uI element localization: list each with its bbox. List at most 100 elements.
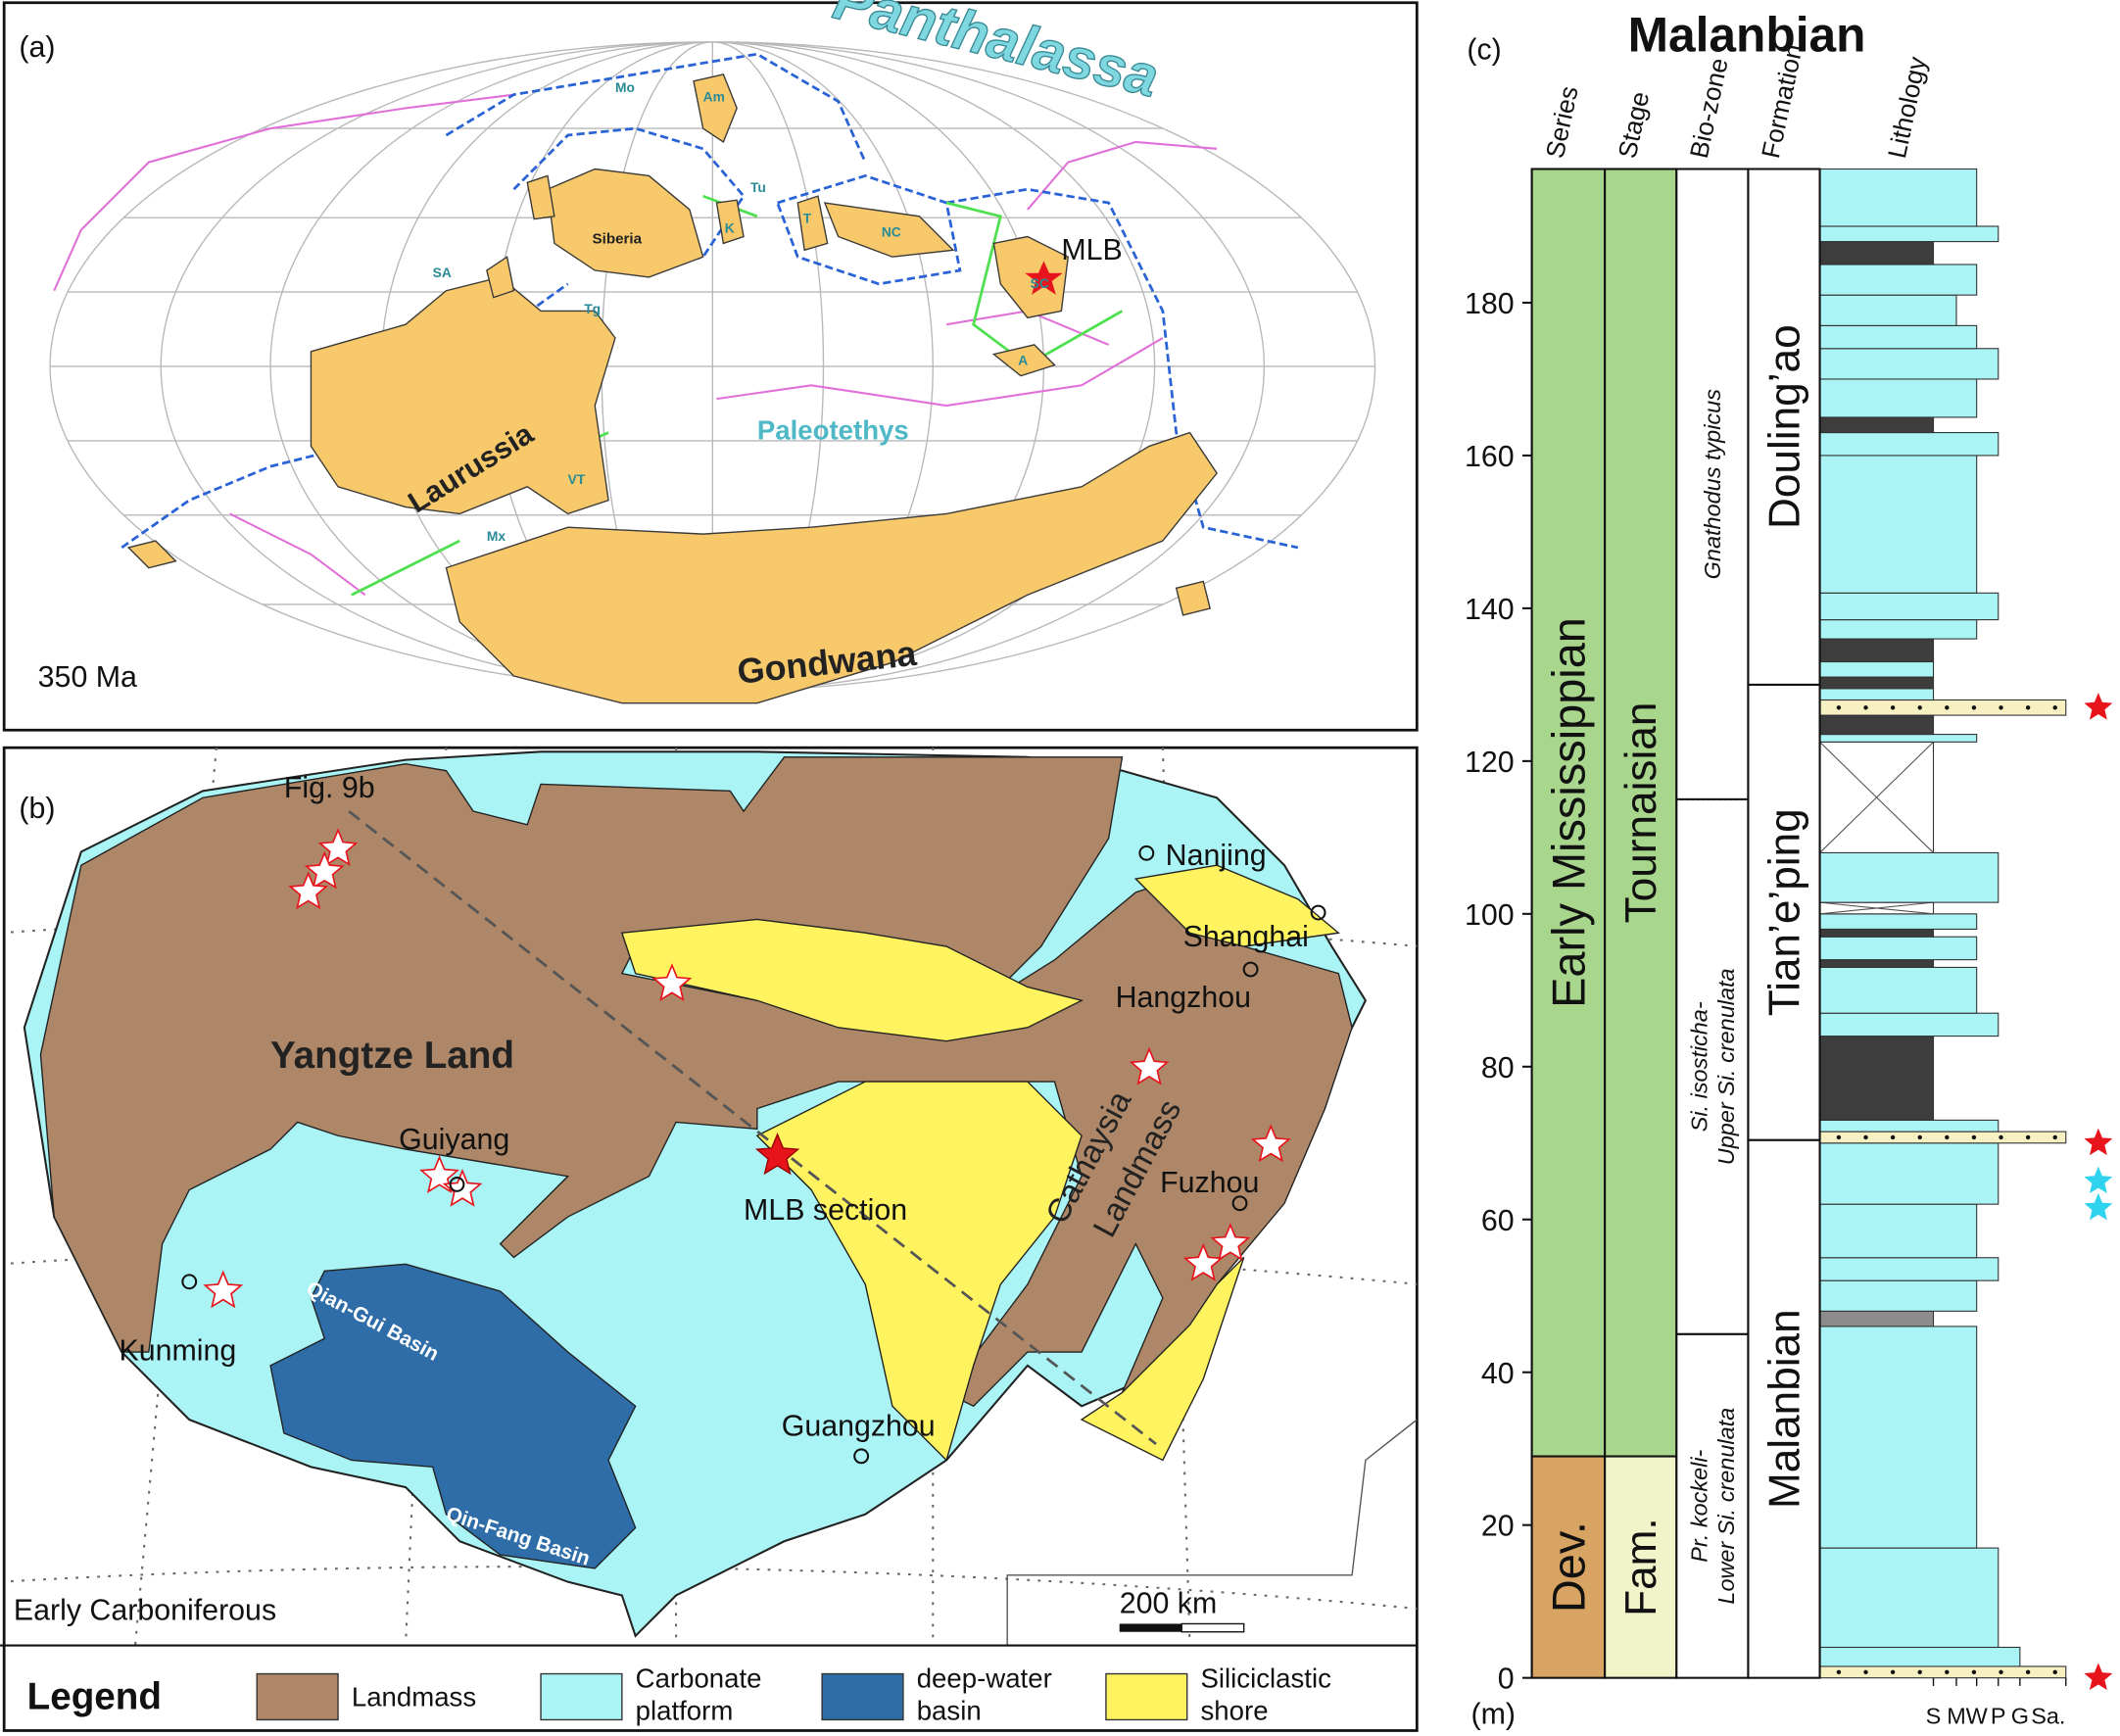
legend-label: deep-water	[917, 1663, 1052, 1693]
bed-pattern	[2025, 1134, 2031, 1140]
city-label: Guangzhou	[782, 1411, 936, 1443]
unit-label: Lower Si. crenulata	[1713, 1408, 1739, 1605]
continent	[445, 431, 1218, 704]
unit-label: Tournaisian	[1617, 702, 1665, 924]
locality-star	[651, 963, 693, 1002]
bed	[1819, 1119, 2000, 1133]
column-header: Series	[1540, 83, 1584, 161]
y-tick-label: 120	[1465, 747, 1515, 779]
continent	[310, 276, 616, 515]
bed-pattern	[1945, 705, 1950, 710]
column-header: Lithology	[1882, 53, 1932, 161]
region-label: Yangtze Land	[270, 1035, 514, 1077]
section-star	[754, 1133, 800, 1176]
bed	[1819, 936, 1978, 961]
boundary-line	[53, 93, 1218, 597]
bed	[1819, 676, 1935, 690]
y-tick-label: 140	[1465, 594, 1515, 626]
block-label: A	[1018, 354, 1028, 368]
city-label: Guiyang	[399, 1124, 509, 1156]
bed	[1819, 851, 2000, 903]
block-label: T	[803, 212, 812, 226]
legend-swatch	[540, 1672, 623, 1721]
continent	[547, 168, 704, 278]
column-header: Stage	[1613, 89, 1656, 161]
legend-swatch	[1105, 1672, 1188, 1721]
age-label: 350 Ma	[38, 661, 137, 694]
city-label: Kunming	[119, 1334, 236, 1367]
scale-bar	[1180, 1622, 1245, 1633]
legend-label: basin	[917, 1695, 982, 1725]
block-label: K	[725, 220, 735, 235]
city-label: Shanghai	[1183, 921, 1309, 953]
bed	[1819, 294, 1957, 326]
bed	[1819, 1036, 1935, 1121]
bed-pattern	[1890, 1669, 1896, 1675]
texture-label: S	[1926, 1704, 1942, 1729]
unit-label: Fam.	[1617, 1518, 1665, 1616]
bed	[1819, 378, 1978, 418]
block-label: SA	[433, 265, 452, 280]
bed-pattern	[1863, 1669, 1868, 1675]
block-label: Tu	[750, 180, 766, 195]
shore-area	[620, 864, 1340, 1462]
bed	[1819, 1326, 1978, 1549]
locality-star	[288, 871, 329, 910]
city-label: Fuzhou	[1160, 1167, 1259, 1199]
bed-pattern	[1917, 1669, 1922, 1675]
bed	[1819, 455, 1978, 594]
y-tick-label: 40	[1481, 1358, 1515, 1390]
bed	[1819, 348, 2000, 380]
column-header: Bio-zone	[1684, 56, 1734, 161]
unit-box	[1675, 797, 1750, 1335]
block-label: SC	[1031, 276, 1049, 291]
texture-label: G	[2011, 1704, 2029, 1729]
bed	[1819, 913, 1978, 930]
continent	[126, 73, 1212, 616]
bed	[1819, 1310, 1935, 1327]
y-tick-label: 60	[1481, 1205, 1515, 1237]
bed-pattern	[2052, 1669, 2057, 1675]
bed-pattern	[1971, 1669, 1977, 1675]
bed-pattern	[2052, 1134, 2057, 1140]
bed-pattern	[1945, 1669, 1950, 1675]
bed-pattern	[1836, 1134, 1842, 1140]
bed-pattern	[1917, 1134, 1922, 1140]
bed	[1819, 416, 1935, 434]
unit-label: Early Mississippian	[1543, 617, 1594, 1008]
bed	[1819, 660, 1935, 678]
bed	[1819, 959, 1935, 968]
block-label: Mx	[487, 529, 506, 544]
panel-c: (c) Malanbian (m) 0 20 40 60 80 100 120 140 160 1…	[1465, 7, 2113, 1731]
panel-label: (b)	[19, 793, 55, 825]
bed-pattern	[1819, 901, 1934, 915]
map	[4, 747, 1418, 1646]
bed-pattern	[1999, 1669, 2003, 1675]
bed	[1819, 1142, 2000, 1205]
y-tick-label: 80	[1481, 1052, 1515, 1085]
bed-pattern	[1819, 741, 1934, 853]
legend-swatch	[256, 1672, 339, 1721]
bed	[1819, 734, 1978, 743]
unit-label: Gnathodus typicus	[1700, 389, 1725, 580]
bed-pattern	[1863, 705, 1868, 710]
block-label: Tg	[584, 302, 601, 316]
sample-star	[2084, 693, 2113, 720]
unit-box	[1604, 168, 1678, 1458]
y-tick-label: 0	[1498, 1664, 1515, 1696]
bed-pattern	[1945, 1134, 1950, 1140]
locality-star	[1182, 1242, 1224, 1281]
y-tick-label: 160	[1465, 441, 1515, 473]
bed-pattern	[1971, 705, 1977, 710]
locality-star	[304, 850, 345, 890]
locality-star	[203, 1270, 244, 1309]
bed	[1819, 168, 1978, 227]
unit-box	[1530, 168, 1607, 1458]
unit-label: Tian’e’ping	[1760, 808, 1808, 1016]
unit-label: Pr. kockeli-	[1686, 1449, 1711, 1562]
section-label: MLB section	[744, 1194, 907, 1227]
sample-star	[2084, 1128, 2113, 1156]
